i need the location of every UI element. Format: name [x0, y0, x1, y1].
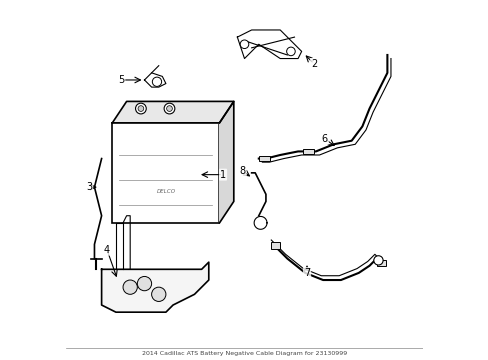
Text: 5: 5 — [118, 75, 124, 85]
Circle shape — [135, 103, 146, 114]
Bar — [112, 123, 219, 223]
Polygon shape — [112, 102, 233, 123]
Text: 8: 8 — [239, 166, 245, 176]
Circle shape — [138, 106, 143, 111]
Bar — [303, 149, 313, 154]
Text: 1: 1 — [220, 170, 225, 180]
Circle shape — [137, 276, 151, 291]
Circle shape — [152, 77, 162, 86]
Text: 4: 4 — [103, 245, 110, 255]
Circle shape — [240, 40, 248, 49]
Text: 7: 7 — [303, 268, 309, 278]
Bar — [271, 242, 280, 249]
Text: 2: 2 — [310, 59, 317, 69]
Polygon shape — [219, 102, 233, 223]
Circle shape — [166, 106, 172, 111]
Polygon shape — [102, 262, 208, 312]
Circle shape — [286, 47, 295, 56]
Circle shape — [373, 256, 382, 265]
Text: DELCO: DELCO — [156, 189, 175, 194]
Bar — [258, 156, 269, 161]
Circle shape — [151, 287, 165, 301]
Circle shape — [164, 103, 175, 114]
Text: 6: 6 — [321, 134, 327, 144]
Bar — [377, 260, 386, 266]
Text: 2014 Cadillac ATS Battery Negative Cable Diagram for 23130999: 2014 Cadillac ATS Battery Negative Cable… — [142, 351, 346, 356]
Text: 3: 3 — [86, 182, 92, 192]
Circle shape — [123, 280, 137, 294]
